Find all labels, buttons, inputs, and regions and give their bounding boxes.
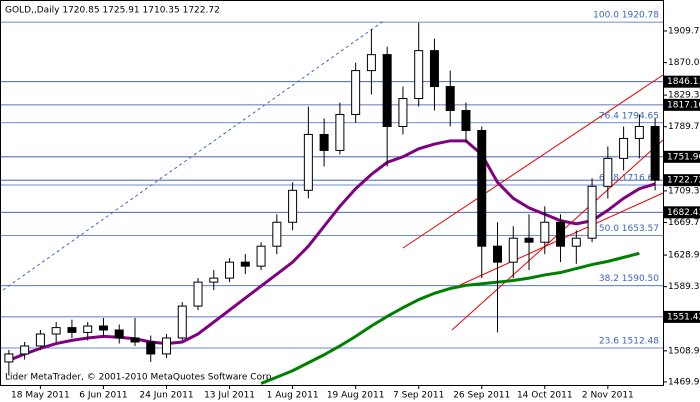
candle-body	[650, 125, 660, 181]
candle-body	[493, 245, 502, 263]
candle-body	[382, 54, 392, 127]
fib-label: 61.8 1716.63	[599, 174, 659, 184]
y-tick-label: 1789.70	[668, 122, 700, 132]
candle-body	[556, 221, 566, 247]
candle-body	[209, 277, 219, 283]
level-box	[664, 150, 700, 163]
fib-label: 38.2 1590.50	[599, 274, 659, 284]
fib-label: 23.6 1512.48	[599, 336, 659, 346]
candle-body	[288, 189, 298, 223]
candle-body	[51, 327, 61, 335]
candle-body	[634, 125, 644, 139]
y-tick-label: 1709.30	[668, 186, 700, 196]
candle-body	[4, 353, 14, 363]
candle-body	[83, 325, 93, 333]
candle-body	[351, 70, 361, 115]
candle-body	[587, 185, 597, 239]
candle-body	[303, 133, 313, 191]
candle-body	[429, 50, 439, 88]
level-box	[664, 206, 700, 219]
chart-title: GOLD,,Daily 1720.85 1725.91 1710.35 1722…	[5, 6, 220, 16]
candle-body	[67, 327, 77, 333]
candle-body	[35, 333, 45, 347]
candle-body	[603, 157, 613, 187]
x-tick-label: 18 May 2011	[11, 391, 70, 401]
candle-body	[571, 237, 581, 247]
plot-frame	[0, 0, 664, 386]
x-tick-label: 26 Sep 2011	[453, 391, 510, 401]
y-tick-label: 1909.70	[668, 26, 700, 36]
candle-body	[398, 98, 408, 127]
candle-body	[20, 345, 30, 355]
candle-body	[414, 50, 424, 100]
level-label: 1751.96	[667, 152, 700, 162]
y-tick-label: 1628.90	[668, 251, 700, 261]
fib-label: 50.0 1653.57	[599, 224, 659, 234]
candle-body	[162, 337, 171, 355]
x-tick-label: 24 Jun 2011	[139, 391, 193, 401]
moving-average	[260, 251, 640, 385]
level-label: 1817.10	[667, 100, 700, 110]
candle-body	[335, 113, 345, 151]
y-tick-label: 1589.30	[668, 282, 700, 292]
level-label: 1722.72	[667, 176, 700, 186]
candle-body	[445, 86, 455, 112]
candle-body	[225, 261, 235, 279]
y-tick-label: 1870.00	[668, 58, 700, 68]
x-tick-label: 14 Oct 2011	[517, 391, 573, 401]
y-tick-label: 1829.35	[668, 91, 700, 101]
x-tick-label: 2 Nov 2011	[582, 391, 634, 401]
candle-body	[366, 54, 376, 72]
candle-body	[240, 261, 250, 267]
candle-body	[272, 221, 282, 247]
level-box	[664, 174, 700, 187]
x-tick-label: 19 Aug 2011	[327, 391, 385, 401]
level-box	[664, 98, 700, 111]
candle-body	[114, 329, 124, 339]
level-box	[664, 75, 700, 88]
candle-body	[540, 221, 550, 243]
fib-label: 100.0 1920.78	[593, 11, 659, 21]
candle-body	[508, 237, 518, 263]
channel-line	[402, 74, 664, 249]
candle-body	[619, 137, 629, 159]
x-tick-label: 1 Aug 2011	[267, 391, 319, 401]
level-box	[664, 310, 700, 323]
candle-body	[461, 110, 471, 131]
x-tick-label: 6 Jun 2011	[79, 391, 127, 401]
candle-body	[319, 133, 329, 151]
level-label: 1846.11	[667, 77, 700, 87]
y-tick-label: 1508.90	[668, 346, 700, 356]
candle-body	[193, 281, 203, 307]
footer: Lider MetaTrader, © 2001-2010 MetaQuotes…	[5, 373, 274, 383]
fib-label: 76.4 1794.65	[599, 111, 659, 121]
candle-body	[477, 129, 487, 247]
candle-body	[146, 341, 156, 355]
y-tick-label: 1669.70	[668, 218, 700, 228]
candle-body	[524, 237, 534, 243]
x-tick-label: 13 Jul 2011	[204, 391, 255, 401]
candle-body	[256, 245, 266, 267]
level-label: 1682.43	[667, 208, 700, 218]
y-tick-label: 1469.90	[668, 377, 700, 387]
x-tick-label: 7 Sep 2011	[393, 391, 444, 401]
level-label: 1551.42	[667, 312, 700, 322]
candle-body	[130, 337, 140, 343]
candle-body	[98, 325, 108, 331]
candle-body	[177, 305, 187, 339]
